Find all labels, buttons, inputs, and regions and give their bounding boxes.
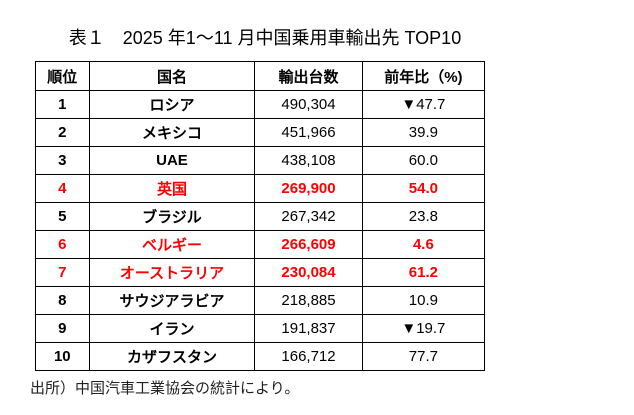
- rank-cell: 5: [35, 202, 90, 231]
- units-cell: 266,609: [254, 230, 363, 259]
- units-cell: 269,900: [254, 174, 363, 203]
- country-cell: メキシコ: [88, 118, 256, 147]
- country-cell: ブラジル: [88, 202, 256, 231]
- source-note: 出所）中国汽車工業協会の統計により。: [30, 381, 300, 397]
- header-country: 国名: [88, 61, 256, 91]
- rank-cell: 7: [35, 258, 90, 287]
- table-row: 5 ブラジル 267,342 23.8: [35, 202, 486, 231]
- yoy-cell: 4.6: [361, 230, 486, 259]
- yoy-cell: 39.9: [361, 118, 486, 147]
- table-row: 4 英国 269,900 54.0: [35, 174, 486, 203]
- country-cell: ベルギー: [88, 230, 256, 259]
- yoy-cell: 23.8: [361, 202, 486, 231]
- yoy-cell: 60.0: [361, 146, 486, 175]
- yoy-cell: ▼47.7: [361, 90, 486, 119]
- yoy-cell: 54.0: [361, 174, 486, 203]
- yoy-cell: 10.9: [361, 286, 486, 315]
- table-row: 3 UAE 438,108 60.0: [35, 146, 486, 175]
- yoy-cell: 61.2: [361, 258, 486, 287]
- units-cell: 438,108: [254, 146, 363, 175]
- table-row: 10 カザフスタン 166,712 77.7: [35, 342, 486, 371]
- yoy-cell: ▼19.7: [361, 314, 486, 343]
- rank-cell: 6: [35, 230, 90, 259]
- header-yoy: 前年比（%): [361, 61, 486, 91]
- header-units: 輸出台数: [254, 61, 363, 91]
- rank-cell: 8: [35, 286, 90, 315]
- yoy-cell: 77.7: [361, 342, 486, 371]
- rank-cell: 4: [35, 174, 90, 203]
- table-row: 6 ベルギー 266,609 4.6: [35, 230, 486, 259]
- units-cell: 218,885: [254, 286, 363, 315]
- rank-cell: 1: [35, 90, 90, 119]
- country-cell: サウジアラビア: [88, 286, 256, 315]
- header-rank: 順位: [35, 61, 90, 91]
- table-row: 7 オーストラリア 230,084 61.2: [35, 258, 486, 287]
- table-row: 2 メキシコ 451,966 39.9: [35, 118, 486, 147]
- table-row: 1 ロシア 490,304 ▼47.7: [35, 90, 486, 119]
- country-cell: UAE: [88, 146, 256, 175]
- header-row: 順位 国名 輸出台数 前年比（%): [35, 61, 486, 91]
- country-cell: 英国: [88, 174, 256, 203]
- units-cell: 230,084: [254, 258, 363, 287]
- units-cell: 451,966: [254, 118, 363, 147]
- country-cell: カザフスタン: [88, 342, 256, 371]
- table-row: 8 サウジアラビア 218,885 10.9: [35, 286, 486, 315]
- rank-cell: 2: [35, 118, 90, 147]
- rank-cell: 10: [35, 342, 90, 371]
- units-cell: 166,712: [254, 342, 363, 371]
- table-title: 表１ 2025 年1～11 月中国乗用車輸出先 TOP10: [68, 28, 462, 48]
- country-cell: イラン: [88, 314, 256, 343]
- units-cell: 267,342: [254, 202, 363, 231]
- rank-cell: 3: [35, 146, 90, 175]
- export-table: 順位 国名 輸出台数 前年比（%) 1 ロシア 490,304 ▼47.7 2 メキシコ 4…: [35, 61, 486, 371]
- rank-cell: 9: [35, 314, 90, 343]
- table-row: 9 イラン 191,837 ▼19.7: [35, 314, 486, 343]
- units-cell: 191,837: [254, 314, 363, 343]
- country-cell: オーストラリア: [88, 258, 256, 287]
- country-cell: ロシア: [88, 90, 256, 119]
- units-cell: 490,304: [254, 90, 363, 119]
